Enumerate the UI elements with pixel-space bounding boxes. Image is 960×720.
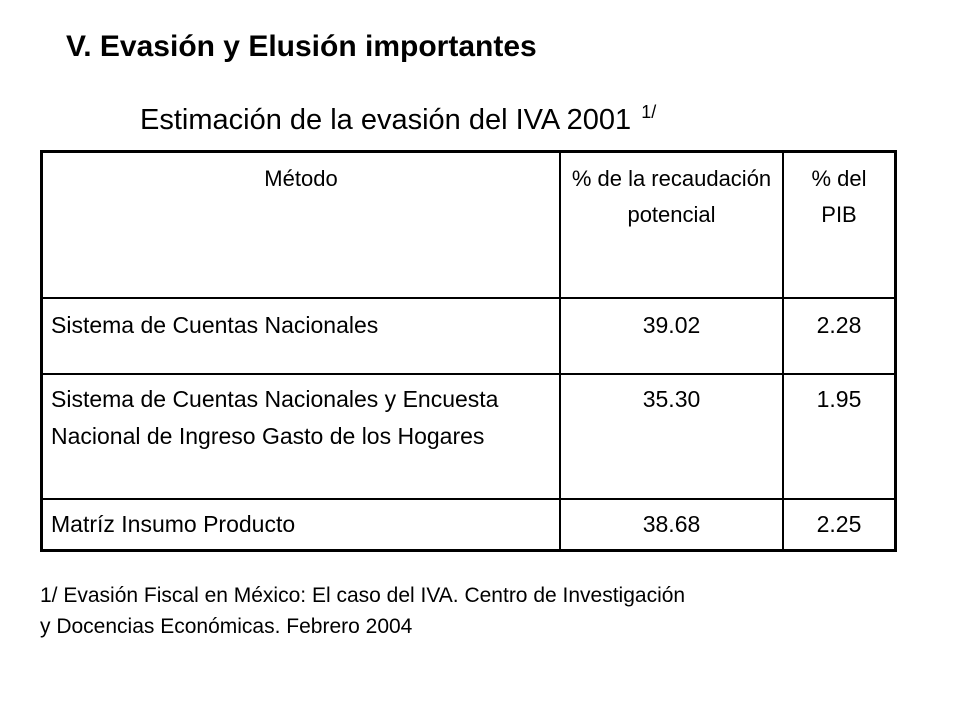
table-title-footnote-ref: 1/	[641, 102, 657, 122]
header-pct-potential: % de la recaudación potencial	[559, 150, 784, 299]
cell-method: Matríz Insumo Producto	[40, 498, 561, 552]
footnote-line-2: y Docencias Económicas. Febrero 2004	[40, 615, 413, 638]
table-title: Estimación de la evasión del IVA 2001 1/	[140, 102, 657, 137]
cell-pct-gdp: 1.95	[782, 373, 897, 500]
cell-method: Sistema de Cuentas Nacionales	[40, 297, 561, 375]
table-row: Sistema de Cuentas Nacionales y Encuesta…	[40, 373, 897, 500]
header-method: Método	[40, 150, 561, 299]
header-pct-gdp: % del PIB	[782, 150, 897, 299]
cell-method: Sistema de Cuentas Nacionales y Encuesta…	[40, 373, 561, 500]
table-title-text: Estimación de la evasión del IVA 2001	[140, 104, 632, 136]
cell-pct-potential: 38.68	[559, 498, 784, 552]
table-row: Sistema de Cuentas Nacionales 39.02 2.28	[40, 297, 897, 375]
table-header-row: Método % de la recaudación potencial % d…	[40, 150, 897, 299]
footnote-line-1: 1/ Evasión Fiscal en México: El caso del…	[40, 584, 686, 607]
source-footnote: 1/ Evasión Fiscal en México: El caso del…	[40, 580, 920, 642]
cell-pct-gdp: 2.28	[782, 297, 897, 375]
cell-pct-potential: 35.30	[559, 373, 784, 500]
cell-pct-potential: 39.02	[559, 297, 784, 375]
vat-evasion-table: Método % de la recaudación potencial % d…	[40, 150, 897, 552]
table-row: Matríz Insumo Producto 38.68 2.25	[40, 498, 897, 552]
slide-heading: V. Evasión y Elusión importantes	[66, 30, 537, 63]
cell-pct-gdp: 2.25	[782, 498, 897, 552]
